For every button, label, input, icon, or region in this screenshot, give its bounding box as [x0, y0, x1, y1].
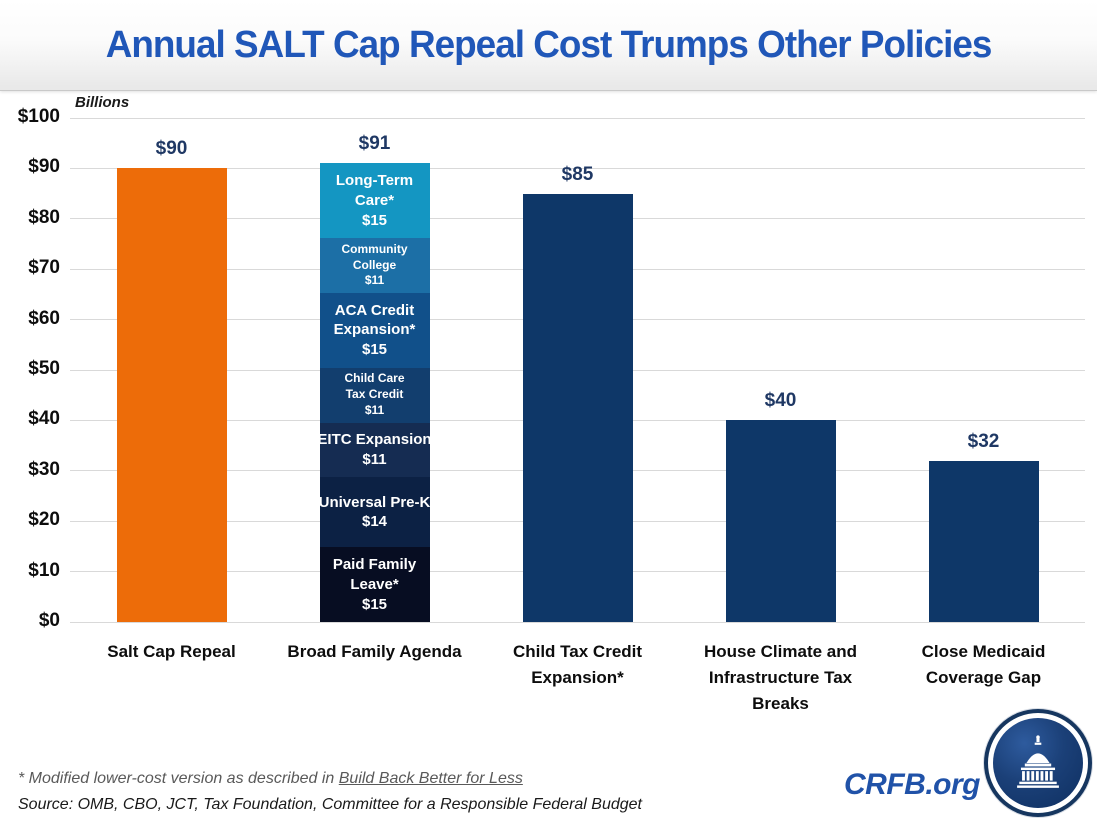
x-axis-category-label: Salt Cap Repeal	[107, 642, 236, 661]
segment-label-line: Child Care	[344, 371, 405, 386]
y-axis-tick-label: $10	[28, 559, 60, 581]
segment-label-line: ACA Credit	[334, 301, 415, 319]
segment-label-line: $11	[362, 450, 387, 468]
bar-segment-long-term-care: Long-Term Care* $15	[319, 163, 430, 239]
y-axis-tick-label: $30	[28, 458, 60, 480]
footnote-text: * Modified lower-cost version as describ…	[18, 770, 339, 787]
title-band: Annual SALT Cap Repeal Cost Trumps Other…	[0, 0, 1097, 91]
segment-label-line: Long-Term	[335, 172, 414, 190]
segment-label-line: $14	[361, 513, 388, 531]
y-axis-tick-label: $20	[28, 509, 60, 531]
segment-label-line: $11	[364, 273, 385, 288]
bar-value-label: $40	[764, 390, 797, 412]
segment-label-line: $15	[361, 595, 388, 613]
footnote: * Modified lower-cost version as describ…	[18, 770, 523, 788]
y-axis-tick-label: $60	[28, 307, 60, 329]
bar-segment-paid-family-leave: Paid Family Leave* $15	[319, 547, 430, 622]
segment-label-line: Tax Credit	[345, 387, 404, 402]
segment-label-line: Universal Pre-K	[318, 493, 431, 511]
source-attribution: Source: OMB, CBO, JCT, Tax Foundation, C…	[18, 796, 642, 813]
bar-salt-cap-repeal	[116, 168, 227, 622]
bar-segment-aca-credit-expansion: ACA Credit Expansion* $15	[319, 292, 430, 368]
crfb-logo	[984, 709, 1092, 817]
bar-value-label: $32	[967, 430, 1000, 452]
bar-segment-community-college: Community College $11	[319, 238, 430, 293]
y-axis-tick-label: $70	[28, 257, 60, 279]
bar-close-medicaid-coverage-gap	[928, 460, 1039, 622]
segment-label-line: Care*	[354, 191, 395, 209]
bar-child-tax-credit-expansion	[522, 193, 633, 622]
segment-label-line: Leave*	[350, 575, 399, 593]
footnote-link[interactable]: Build Back Better for Less	[338, 770, 523, 787]
y-axis-tick-label: $50	[28, 358, 60, 379]
gridline	[70, 117, 1085, 119]
y-axis-tick-label: $80	[28, 206, 60, 228]
y-axis-tick-label: $100	[17, 106, 60, 127]
bar-segment-universal-pre-k: Universal Pre-K $14	[318, 477, 431, 548]
y-axis-tick-label: $0	[38, 610, 60, 631]
bar-value-label: $85	[561, 163, 594, 185]
y-axis-tick-label: $90	[28, 156, 60, 178]
y-axis-tick-label: $40	[28, 408, 60, 430]
segment-label-line: $11	[364, 403, 385, 418]
x-axis-category-label: Close Medicaid Coverage Gap	[921, 642, 1046, 687]
bar-segment-eitc-expansion: EITC Expansion $11	[317, 422, 432, 478]
gridline	[70, 167, 1085, 169]
segment-label-line: Expansion*	[333, 321, 416, 339]
bar-value-label: $91	[358, 133, 391, 155]
segment-label-line: EITC Expansion	[317, 431, 432, 449]
gridline	[70, 621, 1085, 623]
x-axis-category-label: House Climate and Infrastructure Tax Bre…	[703, 642, 858, 713]
bar-house-climate-and-infrastructure-tax-breaks	[725, 420, 836, 622]
x-axis-category-label: Broad Family Agenda	[287, 642, 462, 661]
page-title: Annual SALT Cap Repeal Cost Trumps Other…	[105, 23, 993, 66]
segment-label-line: $15	[361, 341, 388, 359]
crfb-org-label: CRFB.org	[844, 768, 980, 801]
bar-value-label: $90	[155, 138, 188, 160]
x-axis-category-label: Child Tax Credit Expansion*	[512, 642, 643, 687]
segment-label-line: College	[352, 257, 397, 272]
bar-segment-child-care-tax-credit: Child Care Tax Credit $11	[319, 367, 430, 423]
segment-label-line: $15	[361, 211, 388, 229]
capitol-icon	[1017, 735, 1059, 788]
segment-label-line: Paid Family	[332, 555, 417, 573]
crfb-logo-badge	[993, 718, 1083, 808]
y-axis-units-label: Billions	[75, 94, 130, 111]
segment-label-line: Community	[341, 241, 408, 256]
